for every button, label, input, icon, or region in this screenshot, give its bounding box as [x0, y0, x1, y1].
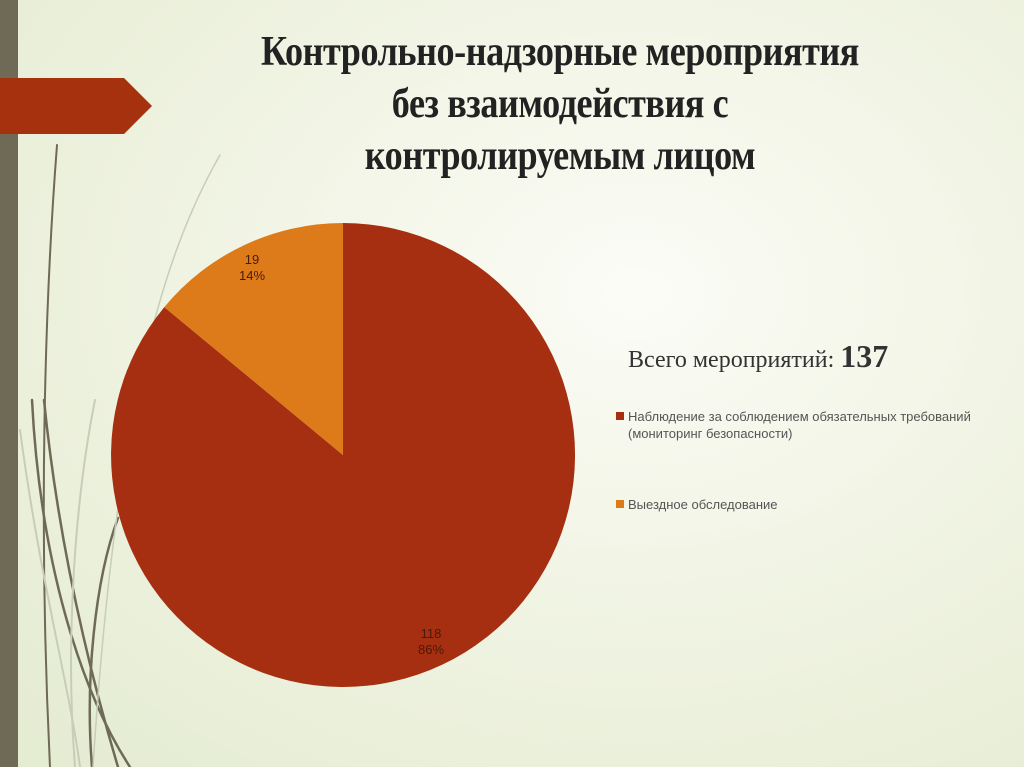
arrow-banner	[0, 78, 152, 134]
slice-value: 19	[244, 252, 260, 267]
pie-slice-field-inspection[interactable]	[164, 223, 343, 455]
total-events: Всего мероприятий: 137	[628, 338, 888, 375]
total-value: 137	[840, 338, 889, 374]
legend-label: Наблюдение за соблюдением обязательных т…	[628, 409, 971, 441]
legend-label: Выездное обследование	[628, 497, 778, 512]
decorative-sidebar	[0, 0, 18, 767]
slide-title: Контрольно-надзорные мероприятия без вза…	[216, 26, 904, 182]
title-line-3: контролируемым лицом	[364, 133, 756, 179]
chart-legend: Наблюдение за соблюдением обязательных т…	[616, 408, 976, 513]
title-line-2: без взаимодействия с	[391, 81, 729, 127]
title-line-1: Контрольно-надзорные мероприятия	[261, 29, 859, 75]
data-label-field-inspection: 19 14%	[232, 252, 272, 284]
pie-slice-monitoring[interactable]	[111, 223, 576, 687]
pie-chart	[111, 223, 576, 687]
legend-item-field-inspection[interactable]: Выездное обследование	[616, 496, 976, 513]
data-label-monitoring: 118 86%	[411, 626, 451, 658]
legend-item-monitoring[interactable]: Наблюдение за соблюдением обязательных т…	[616, 408, 976, 442]
slice-percent: 14%	[238, 268, 266, 283]
total-label: Всего мероприятий:	[628, 347, 835, 373]
legend-swatch-icon	[616, 500, 624, 508]
slice-percent: 86%	[417, 642, 445, 657]
slice-value: 118	[420, 626, 442, 641]
legend-swatch-icon	[616, 412, 624, 420]
